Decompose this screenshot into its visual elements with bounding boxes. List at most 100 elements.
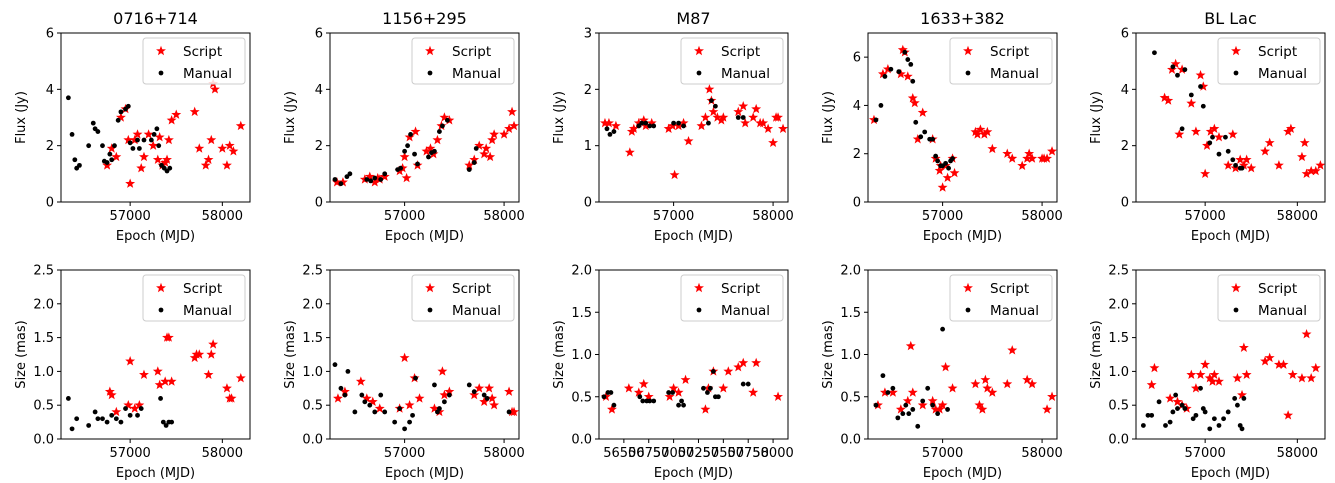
script-point (226, 393, 237, 403)
script-point (339, 386, 350, 396)
manual-point (471, 160, 477, 165)
y-tick-label: 3 (584, 27, 592, 42)
script-point (1027, 153, 1038, 163)
legend-box (949, 274, 1053, 322)
y-tick-label: 1.0 (1108, 365, 1129, 380)
script-point (206, 349, 217, 359)
script-point (123, 134, 134, 145)
manual-point (888, 66, 894, 72)
script-point (610, 120, 621, 131)
script-point (208, 339, 219, 349)
subplot-1: 0716+714 0 2 4 6 57000 58000 Epoch (MJD) Flux (J… (14, 9, 251, 244)
manual-point (1223, 134, 1228, 140)
x-axis-label: Epoch (MJD) (654, 229, 733, 244)
script-point (623, 383, 634, 393)
manual-point (437, 406, 442, 411)
manual-point (125, 103, 131, 109)
manual-point (712, 103, 718, 109)
script-point (203, 154, 214, 164)
x-tick-label: 57000 (653, 209, 694, 224)
legend-label: Script (452, 281, 491, 297)
legend-box (949, 37, 1053, 85)
legend-script-marker (156, 282, 166, 293)
script-point (125, 178, 136, 188)
legend-manual-marker (965, 70, 971, 76)
x-tick-label: 58000 (1277, 446, 1318, 461)
script-point (909, 97, 920, 108)
manual-point (332, 362, 338, 368)
script-point (479, 148, 490, 159)
manual-point (69, 132, 75, 137)
script-point (1027, 378, 1038, 389)
manual-point (74, 416, 80, 422)
script-point (1306, 372, 1317, 383)
y-tick-label: 2.0 (840, 264, 861, 279)
legend-label: Manual (183, 303, 232, 319)
manual-point (392, 419, 398, 425)
legend-manual-marker (1233, 307, 1239, 313)
script-point (673, 387, 684, 397)
y-tick-label: 4 (853, 99, 861, 114)
manual-point (100, 416, 105, 422)
script-point (633, 387, 644, 397)
script-point (723, 366, 734, 376)
manual-point (169, 419, 175, 425)
y-tick-label: 6 (46, 27, 54, 42)
script-point (624, 147, 635, 157)
script-point (337, 177, 348, 187)
plot-area (1140, 329, 1321, 432)
manual-point (471, 389, 477, 395)
manual-point (902, 49, 908, 55)
manual-point (873, 402, 879, 408)
manual-point (397, 406, 403, 411)
y-tick-label: 0 (584, 196, 592, 211)
manual-point (344, 174, 350, 180)
y-tick-label: 0.5 (302, 399, 323, 414)
manual-point (407, 419, 412, 425)
y-axis-label: Size (mas) (552, 320, 567, 388)
script-point (210, 84, 220, 94)
script-point (748, 112, 759, 122)
manual-point (885, 390, 891, 395)
legend-label: Script (452, 44, 491, 60)
manual-point (945, 407, 950, 412)
y-tick-label: 0.5 (840, 390, 861, 405)
script-point (975, 124, 986, 134)
script-point (733, 361, 744, 372)
manual-point (1182, 67, 1188, 73)
manual-point (946, 165, 951, 171)
script-point (504, 123, 514, 133)
plot-area (65, 78, 246, 188)
x-tick-label: 58000 (1021, 209, 1062, 224)
script-point (224, 140, 235, 150)
script-point (479, 396, 490, 407)
script-point (1241, 369, 1252, 379)
manual-point (92, 409, 98, 415)
manual-point (402, 148, 408, 154)
manual-point (136, 146, 142, 151)
script-point (123, 400, 134, 410)
manual-point (1170, 64, 1176, 70)
script-point (1278, 359, 1289, 369)
manual-point (608, 390, 614, 395)
script-point (484, 383, 495, 393)
manual-point (611, 129, 617, 134)
manual-point (681, 402, 686, 408)
legend-label: Script (721, 44, 760, 60)
manual-point (1232, 396, 1238, 401)
script-point (987, 387, 998, 397)
manual-point (607, 132, 613, 137)
x-axis-label: Epoch (MJD) (923, 466, 1002, 481)
panel-title: BL Lac (1204, 9, 1257, 28)
manual-point (882, 74, 888, 79)
script-point (1198, 81, 1209, 91)
script-point (778, 123, 788, 133)
axes-frame (329, 269, 520, 440)
manual-point (910, 78, 916, 84)
subplot-2: 1156+295 0 2 4 6 57000 58000 Epoch (MJD) Flux (J… (283, 9, 525, 244)
script-point (907, 92, 918, 103)
script-point (970, 126, 981, 137)
manual-point (127, 140, 133, 146)
script-point (987, 143, 998, 154)
script-point (970, 378, 981, 389)
